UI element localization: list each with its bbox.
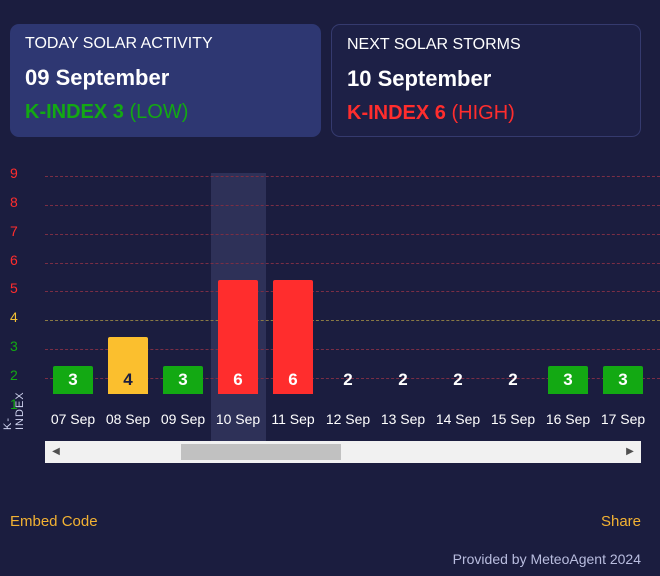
bar-value-label: 3 [68,370,78,389]
today-kindex: K-INDEX 3 (LOW) [25,101,306,124]
bar-07-sep[interactable] [53,366,93,394]
gridline [45,320,660,322]
next-kindex-value: 6 [434,102,446,124]
scroll-left-icon[interactable]: ◀ [52,446,60,457]
bar-value-label: 2 [343,370,353,389]
next-date: 10 September [347,66,492,91]
x-tick-label: 11 Sep [271,411,315,427]
x-tick-label: 14 Sep [435,411,481,427]
y-tick-label: 8 [10,193,18,210]
gridline [45,175,660,177]
bar-11-sep[interactable] [273,279,313,394]
gridline [45,378,660,380]
today-kindex-level: (LOW) [129,101,189,123]
next-kindex-level: (HIGH) [451,102,515,124]
gridline [45,204,660,206]
bar-09-sep[interactable] [163,366,203,394]
y-tick-label: 4 [10,309,18,326]
scroll-thumb[interactable] [181,444,341,460]
today-kindex-value: 3 [112,101,124,123]
embed-code-link[interactable]: Embed Code [10,513,98,530]
y-tick-label: 1 [10,396,18,412]
bar-10-sep[interactable] [218,279,258,394]
gridline [45,349,660,351]
kindex-bar-chart: K-INDEX ◀ ▶ 1 2 3 4 5 6 7 8 9 3 07 Sep 4 08 Sep 3 09 S… [0,160,660,490]
y-tick-label: 2 [10,367,18,384]
next-storms-card: NEXT SOLAR STORMS 10 September K-INDEX 6… [331,24,641,137]
bar-16-sep[interactable] [548,366,588,394]
today-activity-card: TODAY SOLAR ACTIVITY 09 September K-INDE… [10,24,321,137]
bar-value-label: 6 [288,370,298,389]
x-tick-label: 08 Sep [105,411,151,427]
x-tick-label: 16 Sep [545,411,591,427]
today-date: 09 September [25,65,170,90]
bar-value-label: 3 [178,370,188,389]
bar-value-label: 4 [123,370,133,389]
gridline [45,262,660,264]
bar-value-label: 6 [233,370,243,389]
x-tick-label: 17 Sep [600,411,646,427]
scroll-right-icon[interactable]: ▶ [626,446,634,457]
bar-17-sep[interactable] [603,366,643,394]
x-tick-label: 15 Sep [490,411,536,427]
bar-value-label: 2 [453,370,463,389]
next-heading: NEXT SOLAR STORMS [347,36,521,53]
y-tick-label: 5 [10,280,18,297]
x-tick-label: 13 Sep [380,411,426,427]
bar-value-label: 3 [618,370,628,389]
provided-by-credit: Provided by MeteoAgent 2024 [452,551,641,567]
x-tick-label: 09 Sep [160,411,206,427]
next-kindex: K-INDEX 6 (HIGH) [347,102,625,125]
y-tick-label: 9 [10,164,18,181]
x-tick-label: 07 Sep [50,411,96,427]
next-kindex-label: K-INDEX [347,102,430,124]
bar-08-sep[interactable] [108,337,148,394]
y-tick-label: 6 [10,251,18,268]
chart-horizontal-scrollbar[interactable]: ◀ ▶ [45,441,641,463]
today-kindex-label: K-INDEX [25,101,108,123]
gridline [45,291,660,293]
bar-value-label: 2 [398,370,408,389]
gridline [45,233,660,235]
x-tick-label: 12 Sep [325,411,371,427]
y-tick-label: 7 [10,222,18,239]
share-link[interactable]: Share [600,513,641,530]
today-heading: TODAY SOLAR ACTIVITY [25,35,213,52]
bar-value-label: 2 [508,370,518,389]
x-tick-label: 10 Sep [215,411,261,427]
y-tick-label: 3 [10,338,18,355]
bar-value-label: 3 [563,370,573,389]
